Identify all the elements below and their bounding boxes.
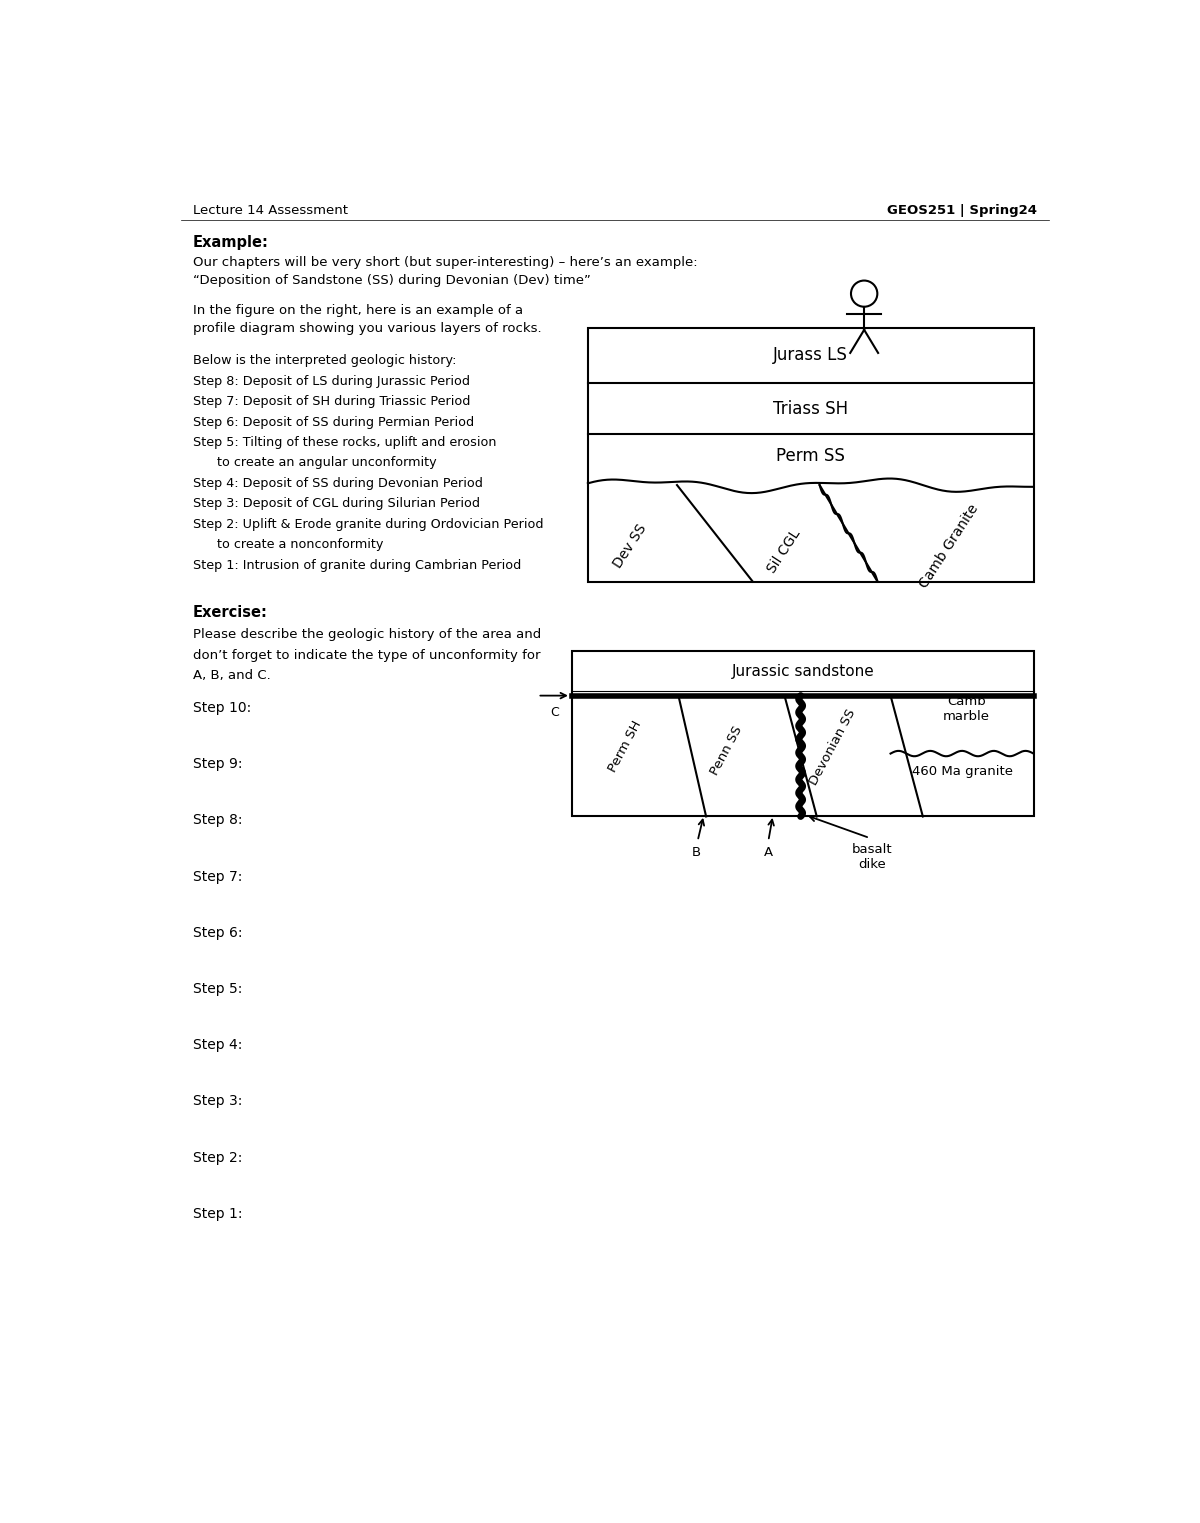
Text: GEOS251 | Spring24: GEOS251 | Spring24 xyxy=(887,204,1037,218)
Text: Jurass LS: Jurass LS xyxy=(773,346,848,364)
Text: basalt
dike: basalt dike xyxy=(852,842,893,871)
Text: Step 6:: Step 6: xyxy=(193,926,242,940)
Text: Triass SH: Triass SH xyxy=(773,401,848,417)
Text: Step 2: Uplift & Erode granite during Ordovician Period: Step 2: Uplift & Erode granite during Or… xyxy=(193,518,544,530)
Bar xyxy=(572,650,1033,816)
Text: Step 1:: Step 1: xyxy=(193,1206,242,1221)
Text: Step 6: Deposit of SS during Permian Period: Step 6: Deposit of SS during Permian Per… xyxy=(193,416,474,428)
Text: Jurassic sandstone: Jurassic sandstone xyxy=(732,664,875,679)
Text: Step 5: Tilting of these rocks, uplift and erosion: Step 5: Tilting of these rocks, uplift a… xyxy=(193,436,496,449)
Text: Devonian SS: Devonian SS xyxy=(808,707,858,787)
Text: C: C xyxy=(550,705,559,719)
Text: Our chapters will be very short (but super-interesting) – here’s an example:: Our chapters will be very short (but sup… xyxy=(193,256,697,270)
Text: Step 2:: Step 2: xyxy=(193,1151,242,1165)
Text: In the figure on the right, here is an example of a: In the figure on the right, here is an e… xyxy=(193,305,523,317)
Text: don’t forget to indicate the type of unconformity for: don’t forget to indicate the type of unc… xyxy=(193,649,540,661)
Text: Step 7: Deposit of SH during Triassic Period: Step 7: Deposit of SH during Triassic Pe… xyxy=(193,396,470,408)
Text: Camb
marble: Camb marble xyxy=(943,694,990,723)
Text: Step 10:: Step 10: xyxy=(193,701,251,714)
Text: Lecture 14 Assessment: Lecture 14 Assessment xyxy=(193,204,348,218)
Bar xyxy=(588,327,1033,582)
Text: Step 1: Intrusion of granite during Cambrian Period: Step 1: Intrusion of granite during Camb… xyxy=(193,559,521,571)
Text: to create a nonconformity: to create a nonconformity xyxy=(193,538,383,551)
Text: Dev SS: Dev SS xyxy=(611,521,649,571)
Text: Step 3:: Step 3: xyxy=(193,1095,242,1109)
Text: A: A xyxy=(763,845,773,859)
Text: Example:: Example: xyxy=(193,235,269,250)
Text: Please describe the geologic history of the area and: Please describe the geologic history of … xyxy=(193,627,541,641)
Text: Perm SH: Perm SH xyxy=(606,719,644,775)
Text: Step 5:: Step 5: xyxy=(193,982,242,996)
Text: Perm SS: Perm SS xyxy=(776,446,845,465)
Text: Step 4:: Step 4: xyxy=(193,1039,242,1052)
Text: Step 4: Deposit of SS during Devonian Period: Step 4: Deposit of SS during Devonian Pe… xyxy=(193,477,482,490)
Text: Step 7:: Step 7: xyxy=(193,870,242,883)
Text: B: B xyxy=(691,845,701,859)
Text: Step 9:: Step 9: xyxy=(193,757,242,771)
Text: Step 8: Deposit of LS during Jurassic Period: Step 8: Deposit of LS during Jurassic Pe… xyxy=(193,375,469,388)
Text: Exercise:: Exercise: xyxy=(193,605,268,620)
Text: “Deposition of Sandstone (SS) during Devonian (Dev) time”: “Deposition of Sandstone (SS) during Dev… xyxy=(193,274,590,288)
Text: Step 3: Deposit of CGL during Silurian Period: Step 3: Deposit of CGL during Silurian P… xyxy=(193,498,480,510)
Text: profile diagram showing you various layers of rocks.: profile diagram showing you various laye… xyxy=(193,323,541,335)
Text: Sil CGL: Sil CGL xyxy=(764,527,803,576)
Text: Below is the interpreted geologic history:: Below is the interpreted geologic histor… xyxy=(193,355,456,367)
Text: to create an angular unconformity: to create an angular unconformity xyxy=(193,457,437,469)
Text: Penn SS: Penn SS xyxy=(708,723,745,777)
Text: 460 Ma granite: 460 Ma granite xyxy=(912,765,1013,778)
Text: A, B, and C.: A, B, and C. xyxy=(193,670,270,682)
Text: Camb Granite: Camb Granite xyxy=(917,501,982,591)
Text: Step 8:: Step 8: xyxy=(193,813,242,827)
